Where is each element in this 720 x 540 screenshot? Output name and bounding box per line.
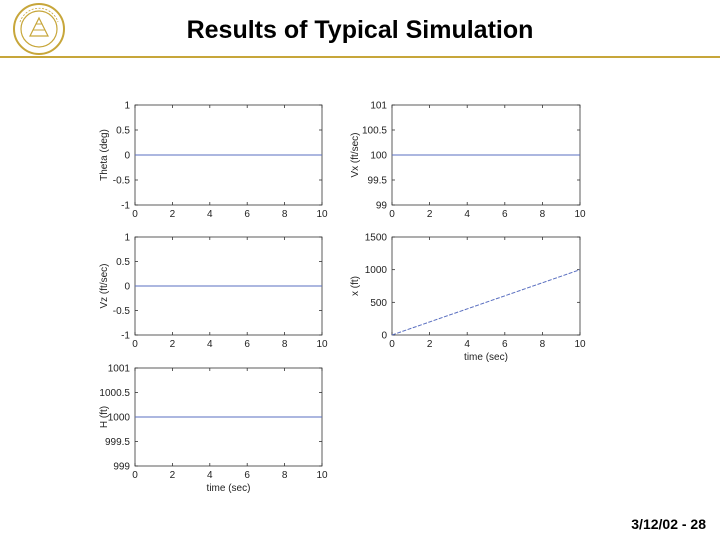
y-tick-label: 0 [124,151,130,162]
x-axis-label: time (sec) [464,352,508,363]
y-tick-label: 0 [124,282,130,293]
x-tick-label: 8 [540,209,546,220]
y-tick-label: -1 [121,201,130,212]
x-tick-label: 2 [170,470,176,481]
plot-theta: 0 2 4 6 8 10 -1 -0.5 0 0.5 1 Theta (deg) [99,101,328,221]
series-line [391,269,581,336]
x-tick-label: 10 [574,209,586,220]
x-tick-label: 6 [502,209,508,220]
x-tick-label: 0 [132,339,138,350]
x-tick-label: 2 [427,339,433,350]
y-tick-label: 1 [124,233,130,244]
x-tick-label: 8 [540,339,546,350]
plot-frame [391,236,581,336]
x-tick-label: 6 [244,339,250,350]
y-axis-label: Vx (ft/sec) [350,132,361,177]
x-tick-label: 6 [244,470,250,481]
x-tick-label: 2 [170,339,176,350]
x-tick-label: 8 [282,209,288,220]
x-axis-label: time (sec) [207,483,251,494]
x-tick-label: 10 [316,339,328,350]
y-axis-label: H (ft) [99,406,110,428]
y-tick-label: 0 [381,331,387,342]
x-tick-label: 4 [464,339,470,350]
y-tick-label: 0.5 [116,257,130,268]
plot-vx: 0 2 4 6 8 10 99 99.5 100 100.5 101 Vx (ft/sec) [350,101,586,221]
x-tick-label: 4 [464,209,470,220]
x-tick-label: 2 [427,209,433,220]
slide-footer: 3/12/02 - 28 [631,516,706,532]
y-tick-label: 100 [370,151,387,162]
y-tick-label: 1000.5 [99,388,130,399]
y-tick-label: 1500 [365,233,388,244]
y-tick-label: -0.5 [113,176,131,187]
y-tick-label: 99.5 [368,176,388,187]
x-tick-label: 10 [574,339,586,350]
y-tick-label: 100.5 [362,126,387,137]
y-tick-label: 500 [370,298,387,309]
y-tick-label: -0.5 [113,306,131,317]
x-tick-label: 4 [207,209,213,220]
y-axis-label: Theta (deg) [99,129,110,181]
plot-x: 0 2 4 6 8 10 0 500 1000 1500 x (ft) time (sec) [350,233,586,364]
y-tick-label: 1 [124,101,130,112]
x-tick-label: 0 [132,209,138,220]
y-tick-label: 999 [113,462,130,473]
y-tick-label: 101 [370,101,387,112]
university-seal-logo [13,3,65,55]
x-tick-label: 4 [207,470,213,481]
x-tick-label: 0 [389,339,395,350]
x-tick-label: 8 [282,339,288,350]
x-tick-label: 4 [207,339,213,350]
y-tick-label: -1 [121,331,130,342]
plot-vz: 0 2 4 6 8 10 -1 -0.5 0 0.5 1 Vz (ft/sec) [99,233,328,351]
x-tick-label: 2 [170,209,176,220]
y-tick-label: 1001 [108,364,131,375]
plot-h: 0 2 4 6 8 10 999 999.5 1000 1000.5 1001 H (ft) time … [99,364,328,495]
x-tick-label: 0 [389,209,395,220]
y-axis-label: Vz (ft/sec) [99,263,110,308]
x-tick-label: 8 [282,470,288,481]
x-tick-label: 0 [132,470,138,481]
y-tick-label: 1000 [108,413,131,424]
y-tick-label: 1000 [365,265,388,276]
x-tick-label: 10 [316,470,328,481]
y-axis-label: x (ft) [350,276,361,296]
slide-title: Results of Typical Simulation [186,16,534,44]
title-divider [0,56,720,58]
y-tick-label: 999.5 [105,437,130,448]
x-tick-label: 10 [316,209,328,220]
x-tick-label: 6 [244,209,250,220]
x-tick-label: 6 [502,339,508,350]
y-tick-label: 0.5 [116,126,130,137]
y-tick-label: 99 [376,201,388,212]
